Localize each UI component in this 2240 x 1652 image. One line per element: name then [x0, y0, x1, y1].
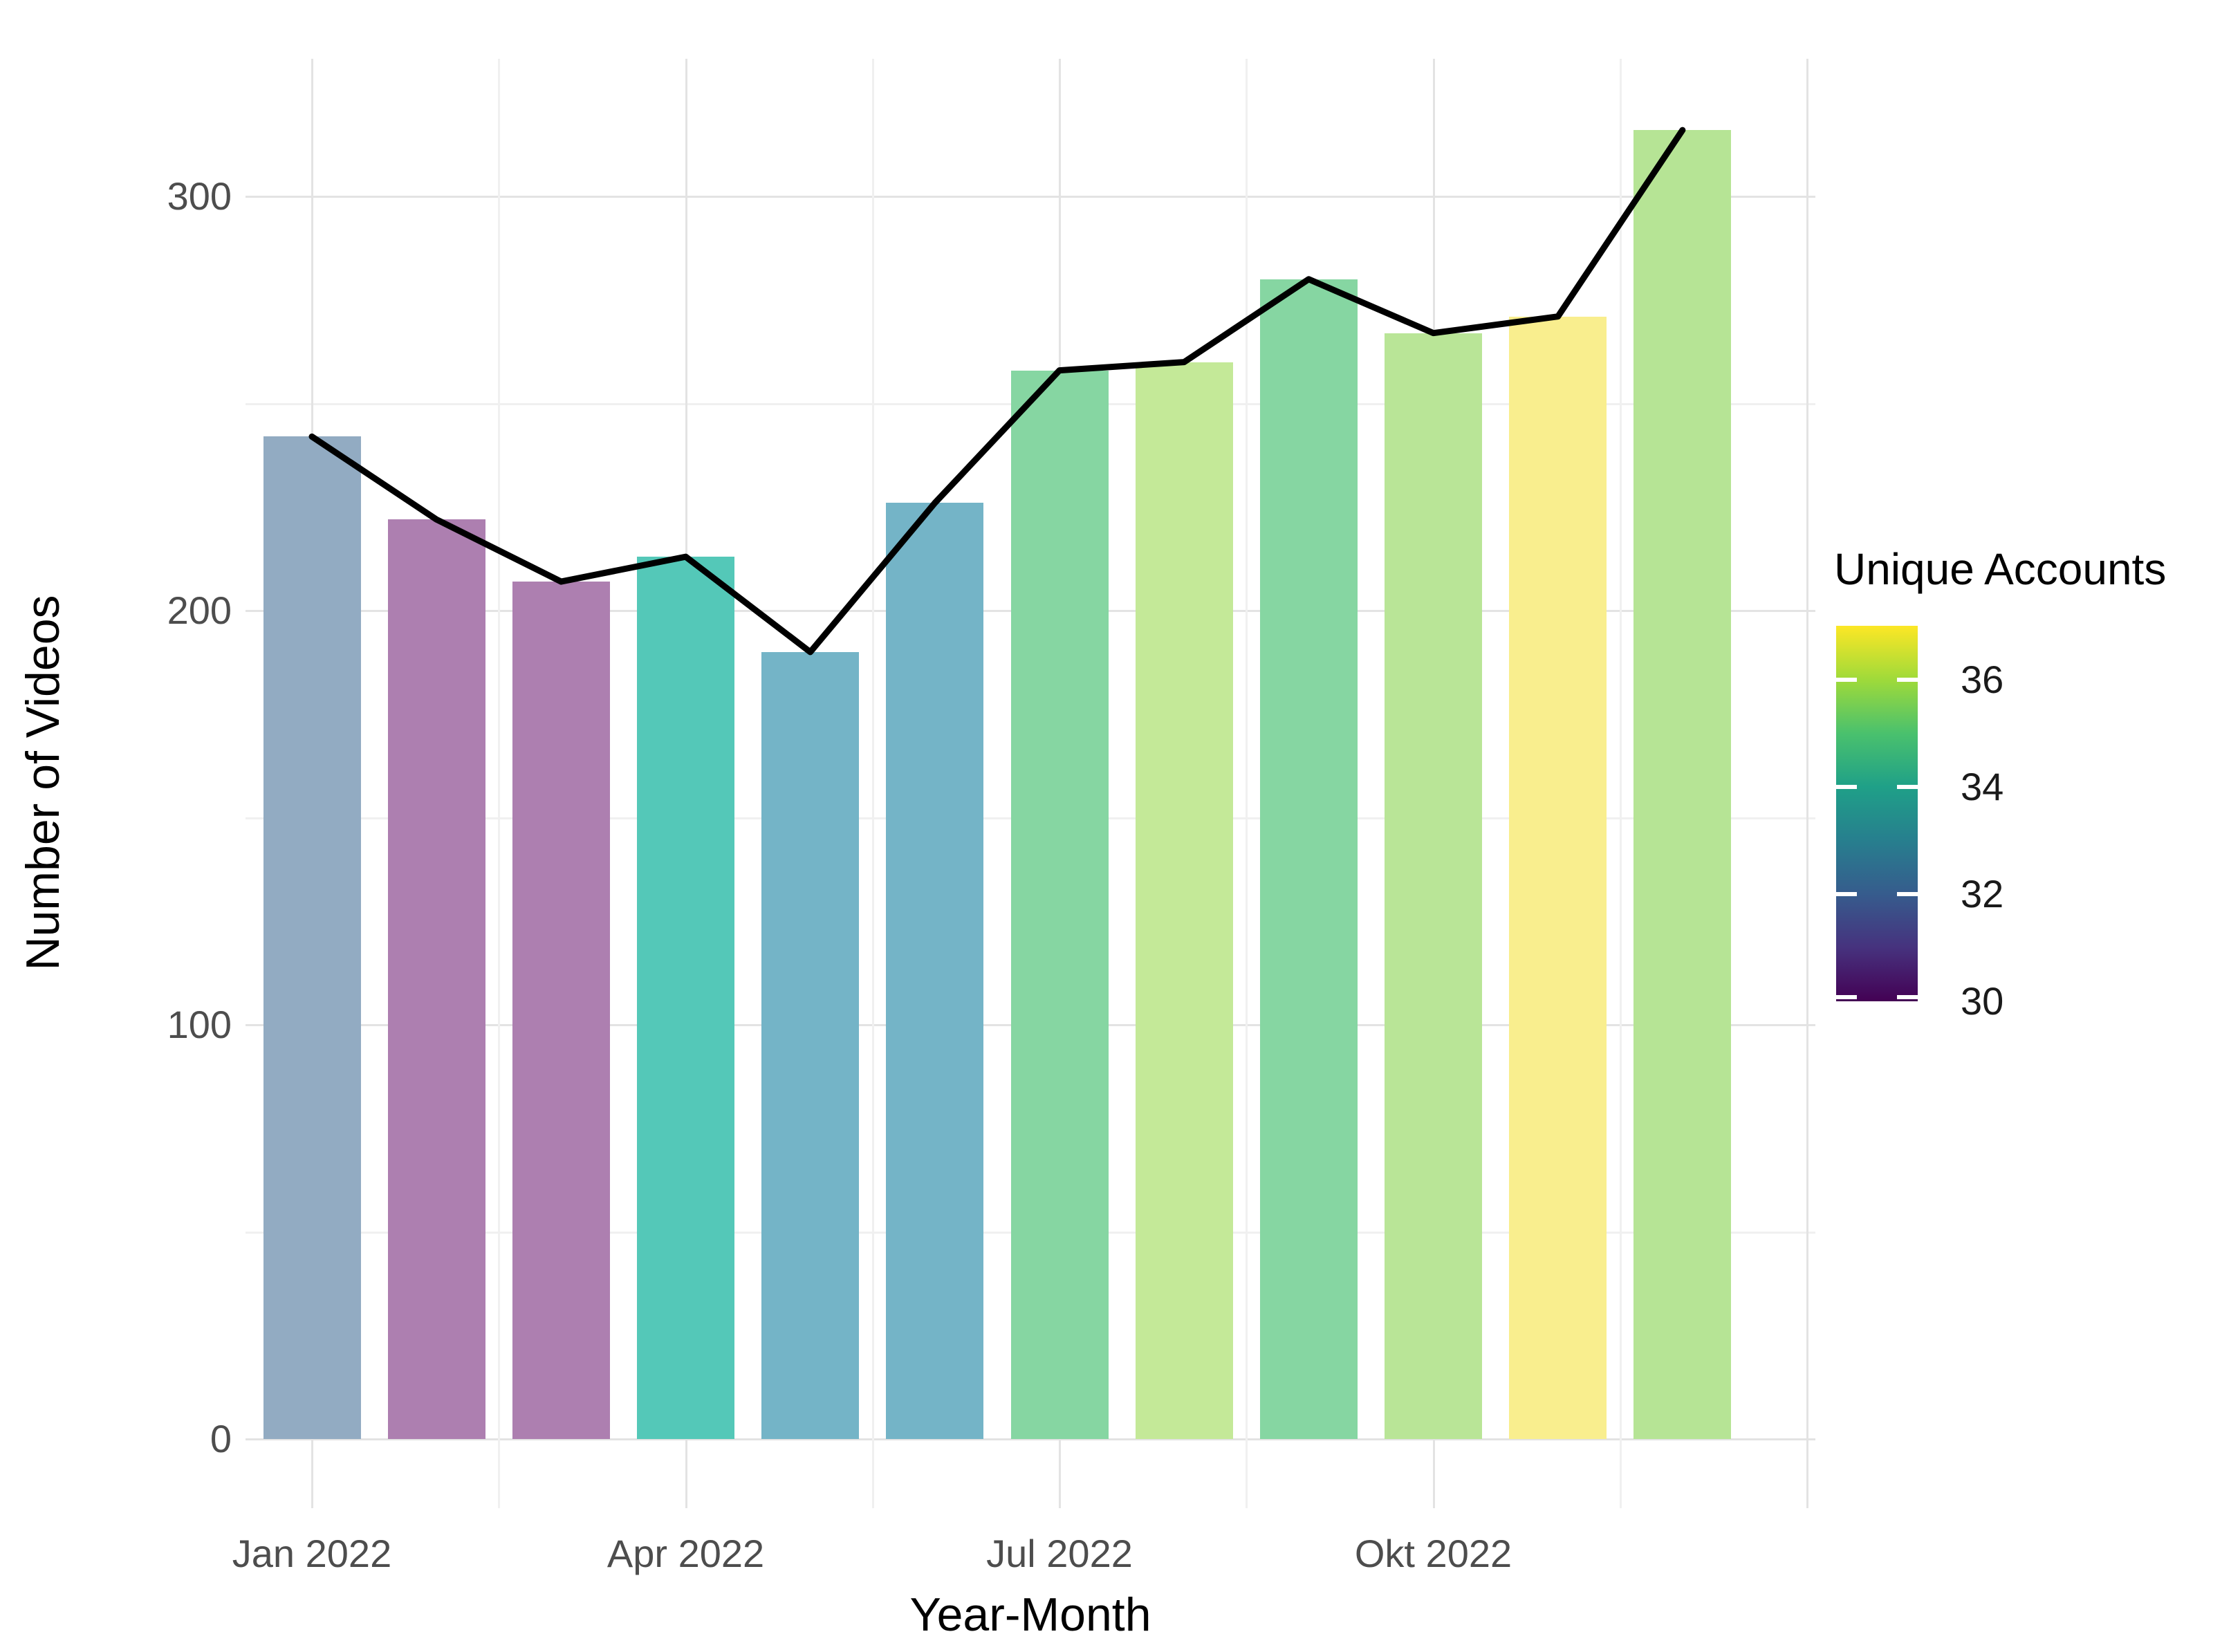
- legend-tick-label-32: 32: [1961, 871, 2004, 916]
- legend-colorbar: [1836, 626, 1918, 1001]
- legend-tick-mark: [1897, 891, 1918, 896]
- legend-tick-mark: [1897, 784, 1918, 789]
- y-tick-label-100: 100: [167, 1003, 232, 1046]
- legend-tick-label-30: 30: [1961, 979, 2004, 1023]
- bar-jan-2022: [263, 436, 361, 1439]
- gridline: [1246, 59, 1248, 1508]
- x-tick-label-okt-2022: Okt 2022: [1354, 1532, 1512, 1575]
- x-axis-title: Year-Month: [909, 1588, 1151, 1641]
- legend-tick-mark: [1836, 677, 1857, 682]
- bar-sep-2022: [1259, 279, 1358, 1439]
- bar-apr-2022: [637, 557, 734, 1439]
- bar-mai-2022: [761, 651, 860, 1439]
- bar-feb-2022: [387, 519, 485, 1439]
- legend-tick-mark: [1897, 677, 1918, 682]
- bar-mar-2022: [512, 582, 610, 1439]
- bar-nov-2022: [1509, 316, 1607, 1439]
- gridline: [246, 196, 1815, 198]
- x-tick-label-apr-2022: Apr 2022: [607, 1532, 765, 1575]
- bar-dez-2022: [1633, 130, 1732, 1439]
- x-tick-label-jul-2022: Jul 2022: [986, 1532, 1133, 1575]
- bar-jun-2022: [886, 503, 984, 1439]
- y-tick-label-0: 0: [210, 1417, 232, 1460]
- gridline: [1806, 59, 1809, 1508]
- legend-tick-mark: [1836, 784, 1857, 789]
- gridline: [246, 1438, 1815, 1440]
- legend-title: Unique Accounts: [1834, 544, 2167, 594]
- gridline: [871, 59, 874, 1508]
- legend-tick-mark: [1836, 995, 1857, 999]
- gridline: [1619, 59, 1622, 1508]
- bar-aug-2022: [1135, 362, 1233, 1439]
- y-tick-label-300: 300: [167, 174, 232, 218]
- x-tick-label-jan-2022: Jan 2022: [232, 1532, 392, 1575]
- legend-tick-label-34: 34: [1961, 764, 2004, 808]
- y-axis-title: Number of Videos: [17, 595, 69, 971]
- legend-tick-label-36: 36: [1961, 657, 2004, 701]
- legend-tick-mark: [1836, 891, 1857, 896]
- bar-jul-2022: [1010, 370, 1109, 1439]
- legend-tick-mark: [1897, 995, 1918, 999]
- gridline: [498, 59, 501, 1508]
- y-tick-label-200: 200: [167, 588, 232, 632]
- bar-okt-2022: [1385, 333, 1483, 1439]
